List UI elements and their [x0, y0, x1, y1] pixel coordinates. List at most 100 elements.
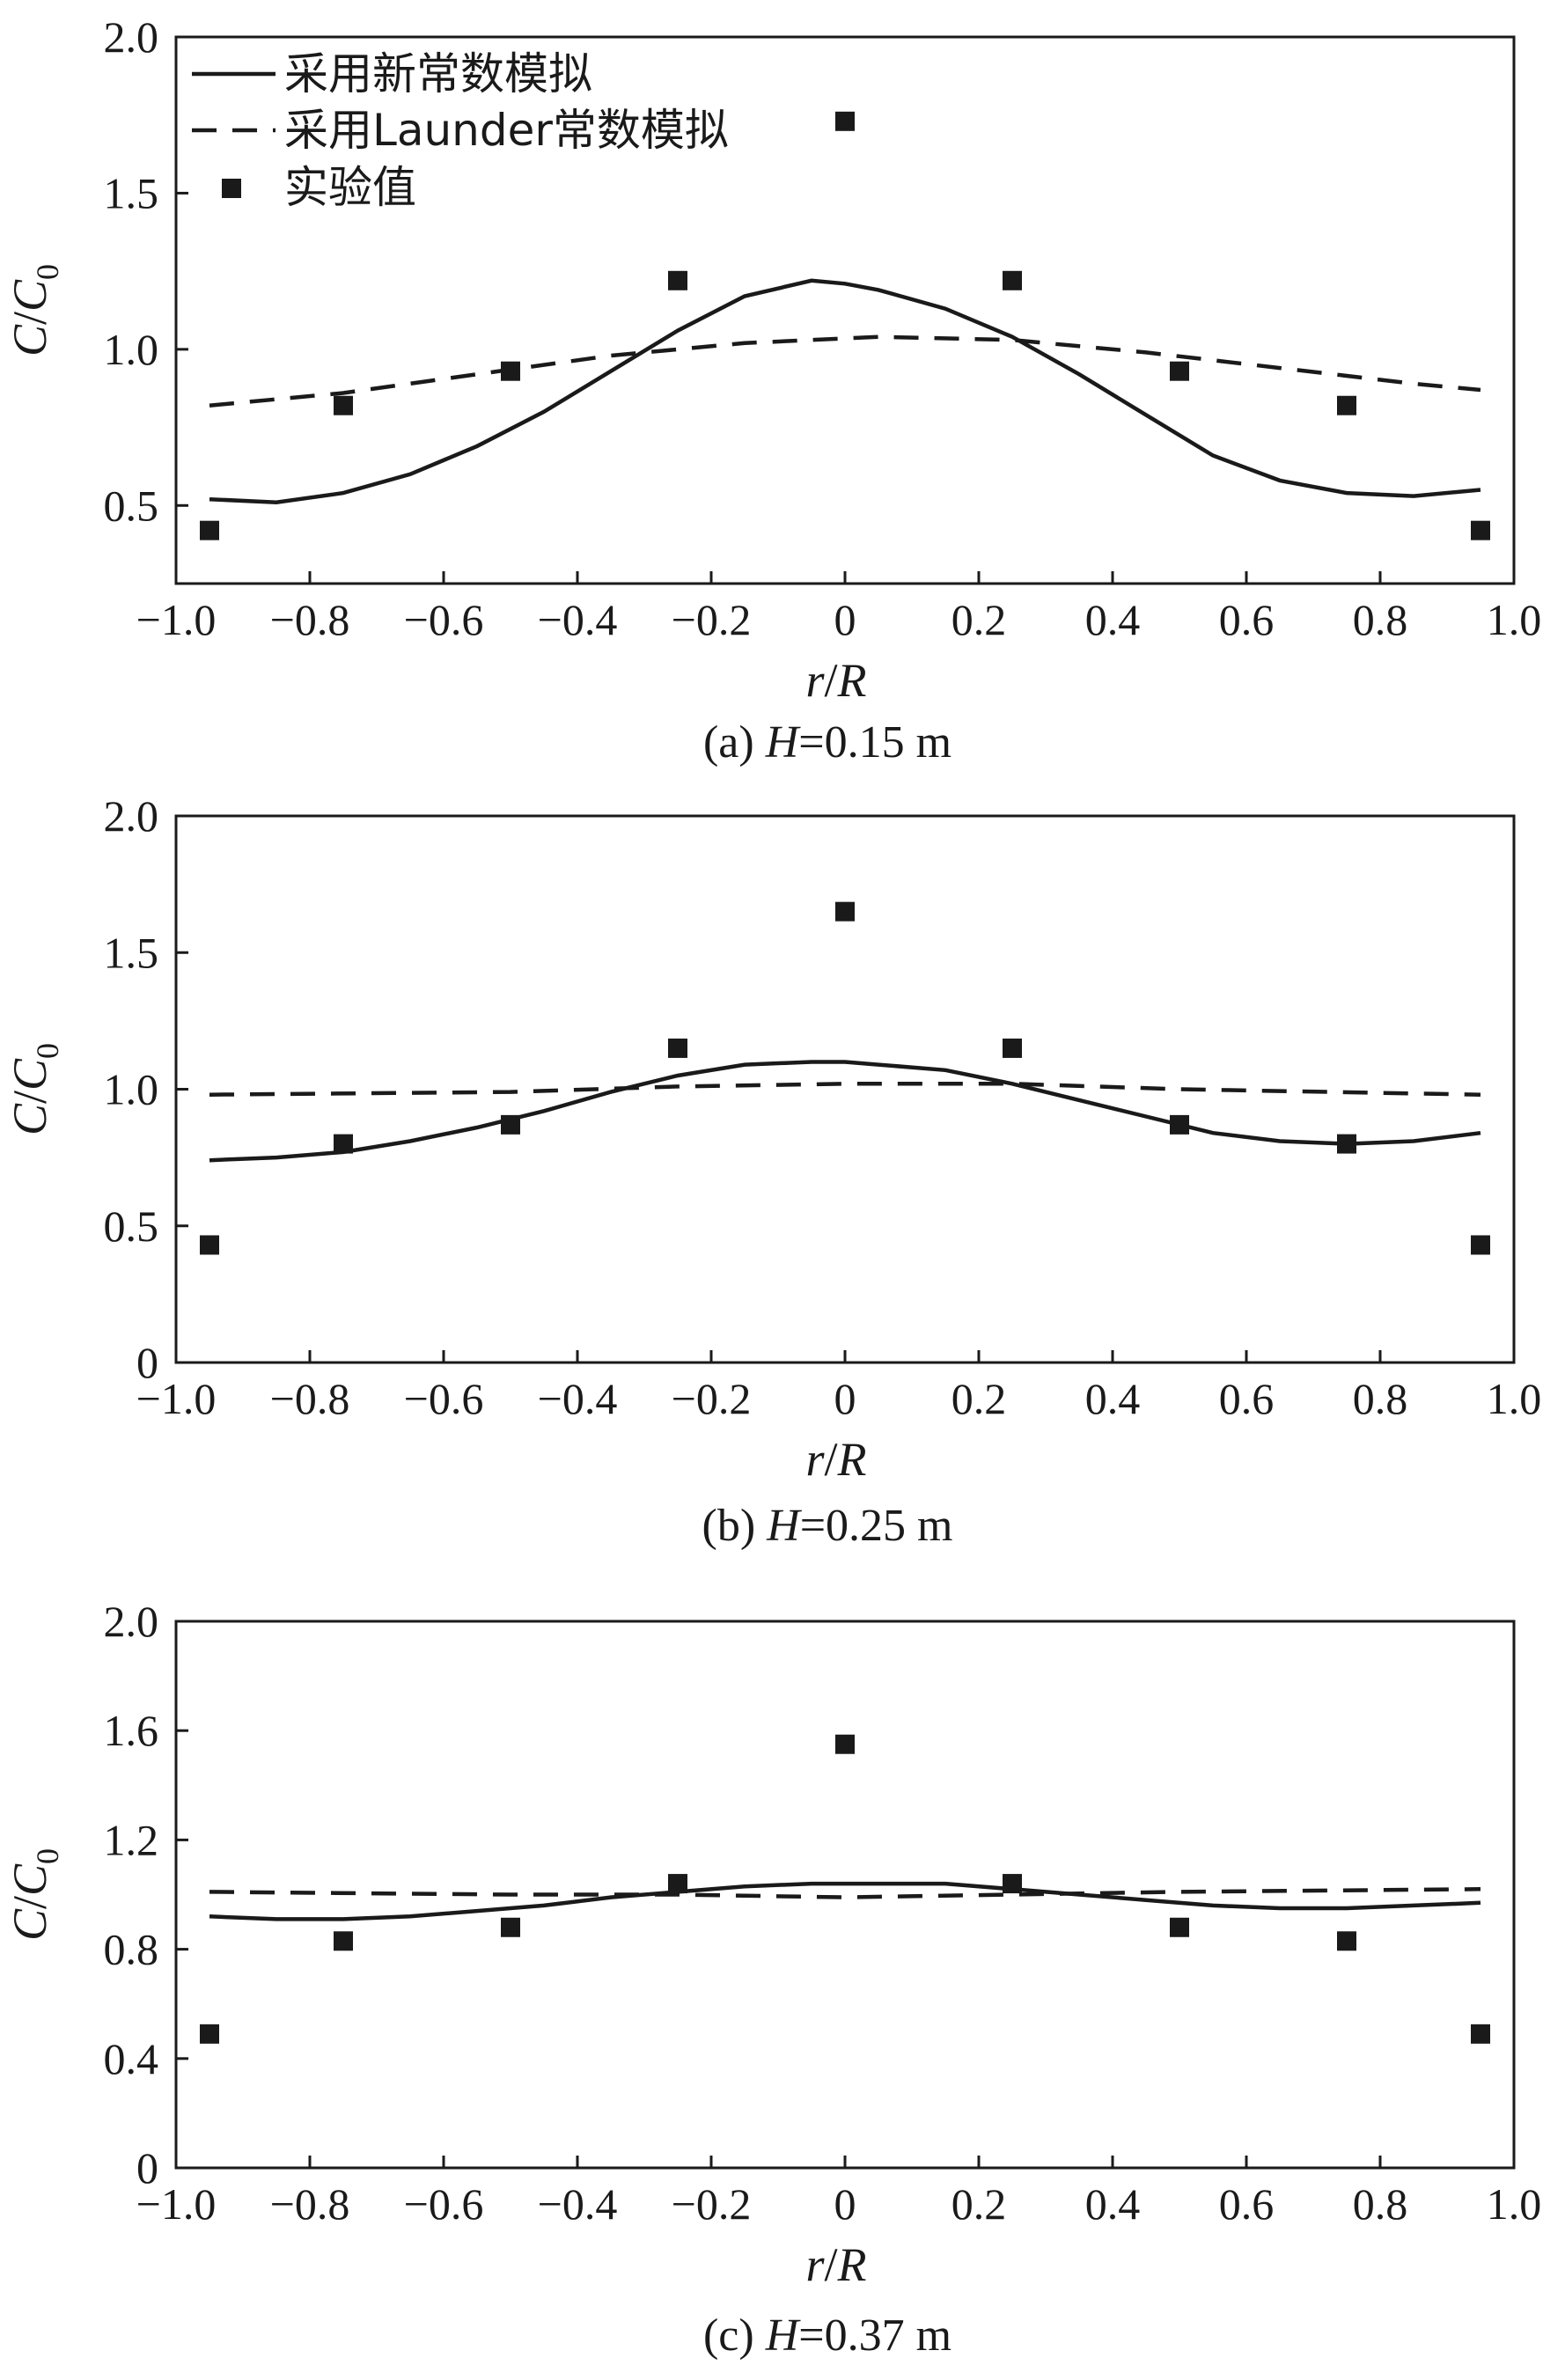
x-tick-label: 0	[834, 2179, 856, 2229]
x-tick-label: −0.4	[538, 2179, 618, 2229]
x-tick-label: 1.0	[1487, 1374, 1542, 1423]
x-tick-label: 0.6	[1219, 595, 1275, 644]
caption-prefix: (c)	[703, 2310, 766, 2361]
y-axis-var-C0: C	[4, 1058, 56, 1091]
experimental-marker	[668, 1874, 687, 1894]
y-tick-label: 1.0	[104, 1065, 159, 1114]
y-axis-title: C/C0	[4, 264, 65, 356]
x-tick-label: 0.8	[1353, 2179, 1408, 2229]
new-constant-curve	[209, 1060, 1481, 1163]
y-axis-title: C/C0	[4, 1848, 65, 1941]
legend-marker-swatch	[222, 179, 241, 198]
experimental-marker	[200, 1235, 219, 1255]
y-tick-label: 0.5	[104, 1201, 159, 1251]
x-axis-title: r/R	[805, 1433, 866, 1486]
x-tick-label: 0.4	[1085, 2179, 1141, 2229]
experimental-marker	[501, 1917, 520, 1937]
caption-variable: H	[765, 2310, 801, 2361]
y-tick-label: 1.6	[104, 1706, 159, 1755]
y-tick-label: 0.4	[104, 2034, 159, 2083]
experimental-marker	[1337, 1134, 1356, 1154]
x-tick-label: −0.6	[404, 1374, 484, 1423]
x-axis-var-R: R	[837, 1433, 867, 1486]
experimental-marker	[835, 901, 855, 922]
panel-b: −1.0 −0.8 −0.6 −0.4 −0.2 0 0.2 0.4 0.6 0.8 1.0 0 0.5…	[4, 791, 1541, 1551]
x-tick-label: −1.0	[136, 2179, 217, 2229]
experimental-marker	[1337, 1931, 1356, 1951]
legend-label-new-constants: 采用新常数模拟	[284, 48, 592, 99]
y-axis-title: C/C0	[4, 1043, 65, 1135]
x-tick-label: 0.8	[1353, 1374, 1408, 1423]
panel-c: −1.0 −0.8 −0.6 −0.4 −0.2 0 0.2 0.4 0.6 0.8 1.0 0 0.4…	[4, 1597, 1541, 2361]
y-tick-label: 2.0	[104, 1597, 159, 1646]
x-tick-label: 0.2	[951, 595, 1007, 644]
x-axis-var-r: r	[805, 1433, 825, 1486]
x-tick-label: −0.8	[270, 2179, 350, 2229]
x-tick-label: 0.4	[1085, 595, 1141, 644]
y-tick-label: 0.8	[104, 1925, 159, 1974]
experimental-marker	[334, 1931, 353, 1951]
y-tick-label: 0	[136, 1338, 158, 1387]
y-tick-label: 1.0	[104, 325, 159, 374]
x-axis-sep: /	[825, 654, 838, 707]
caption-variable: H	[765, 717, 801, 768]
x-tick-label: −0.2	[672, 1374, 752, 1423]
legend-label-experimental: 实验值	[284, 162, 416, 213]
caption-variable: H	[766, 1501, 802, 1551]
launder-constant-curve	[209, 1082, 1481, 1097]
experimental-marker	[501, 1114, 520, 1135]
experimental-marker	[1170, 1114, 1189, 1135]
y-tick-label: 0	[136, 2143, 158, 2193]
experimental-marker	[835, 111, 855, 131]
x-tick-label: −0.6	[404, 2179, 484, 2229]
y-axis-subscript: 0	[30, 264, 65, 280]
x-tick-label: −0.2	[672, 595, 752, 644]
x-tick-label: 0.4	[1085, 1374, 1141, 1423]
new-constant-curve	[209, 278, 1481, 504]
experimental-marker	[1471, 2024, 1490, 2044]
x-tick-label: 0.2	[951, 1374, 1007, 1423]
x-tick-label: −0.4	[538, 595, 618, 644]
y-axis-var-C: C	[4, 1908, 56, 1941]
y-axis-sep: /	[4, 1091, 56, 1104]
y-tick-label: 2.0	[104, 791, 159, 841]
x-axis-var-R: R	[837, 654, 867, 707]
x-axis-title: r/R	[805, 654, 866, 707]
x-axis-var-r: r	[805, 654, 825, 707]
y-tick-label: 1.5	[104, 168, 159, 217]
panel-a: −1.0 −0.8 −0.6 −0.4 −0.2 0 0.2 0.4 0.6 0.8 1.0 0.5 1…	[4, 12, 1541, 768]
experimental-marker	[1170, 361, 1189, 381]
y-tick-label: 0.5	[104, 481, 159, 530]
experimental-marker	[334, 1134, 353, 1154]
x-tick-label: −0.2	[672, 2179, 752, 2229]
experimental-marker	[1003, 1874, 1022, 1894]
launder-constant-curve	[209, 334, 1481, 408]
x-tick-label: −1.0	[136, 595, 217, 644]
launder-constant-curve	[209, 1887, 1481, 1899]
x-tick-label: −0.6	[404, 595, 484, 644]
plot-frame	[174, 814, 1516, 1364]
x-tick-label: 0.6	[1219, 2179, 1275, 2229]
caption-prefix: (a)	[703, 717, 766, 768]
y-axis-var-C: C	[4, 1103, 56, 1135]
y-tick-label: 1.5	[104, 928, 159, 977]
y-axis-var-C0: C	[4, 1863, 56, 1896]
y-axis-var-C: C	[4, 324, 56, 356]
experimental-marker	[668, 1038, 687, 1058]
experimental-marker	[1471, 1235, 1490, 1255]
panel-caption: (b) H=0.25 m	[702, 1501, 953, 1551]
caption-prefix: (b)	[702, 1501, 768, 1551]
x-tick-label: −0.4	[538, 1374, 618, 1423]
x-tick-label: 1.0	[1487, 595, 1542, 644]
x-tick-label: 0.8	[1353, 595, 1408, 644]
x-axis-title: r/R	[805, 2238, 866, 2291]
experimental-marker	[1471, 520, 1490, 540]
experimental-marker	[1337, 395, 1356, 415]
panel-caption: (a) H=0.15 m	[703, 717, 951, 768]
experimental-marker	[200, 520, 219, 540]
new-constant-curve	[209, 1881, 1481, 1921]
panel-caption: (c) H=0.37 m	[703, 2310, 951, 2361]
y-axis-var-C0: C	[4, 279, 56, 312]
experimental-marker	[668, 270, 687, 290]
